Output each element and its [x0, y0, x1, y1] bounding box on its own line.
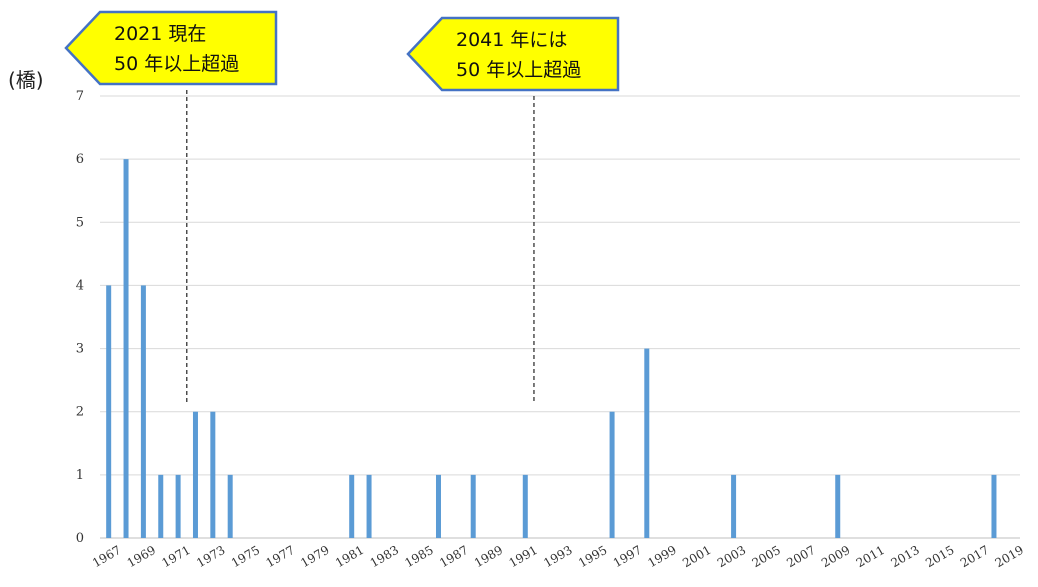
callout-line1: 2041 年には	[456, 29, 567, 51]
x-tick-label: 1999	[645, 543, 678, 570]
x-tick-label: 1979	[298, 543, 331, 570]
x-tick-label: 1983	[368, 543, 401, 570]
x-tick-label: 1997	[611, 543, 644, 570]
x-tick-label: 2011	[854, 543, 887, 570]
x-tick-label: 1995	[576, 543, 609, 570]
bar-1969	[140, 285, 146, 538]
bar-1971	[175, 474, 181, 538]
y-tick-label: 0	[76, 531, 84, 546]
x-tick-label: 2019	[993, 543, 1026, 570]
callout-box	[64, 10, 278, 86]
bar-2018	[991, 474, 997, 538]
bar-2003	[731, 474, 737, 538]
y-tick-label: 4	[76, 278, 84, 293]
bar-1991	[522, 474, 528, 538]
y-unit-label: (橋)	[8, 68, 44, 92]
x-tick-label: 2013	[888, 543, 921, 570]
x-tick-label: 1977	[264, 543, 297, 570]
bar-1974	[227, 474, 233, 538]
x-tick-label: 1975	[229, 543, 262, 570]
bar-1968	[123, 159, 129, 538]
bar-1972	[192, 411, 198, 538]
bar-1982	[366, 474, 372, 538]
y-tick-label: 6	[76, 152, 84, 167]
y-tick-label: 5	[76, 215, 84, 230]
bar-1967	[106, 285, 112, 538]
callout-line1: 2021 現在	[114, 23, 206, 45]
bar-1970	[158, 474, 164, 538]
callout-line2: 50 年以上超過	[456, 59, 581, 81]
x-tick-label: 2017	[958, 543, 991, 570]
x-tick-label: 2005	[750, 543, 783, 570]
x-tick-label: 2001	[680, 543, 713, 570]
callout-line2: 50 年以上超過	[114, 53, 239, 75]
y-tick-label: 1	[76, 468, 84, 483]
x-tick-label: 1989	[472, 543, 505, 570]
x-tick-label: 2003	[715, 543, 748, 570]
x-tick-label: 1981	[333, 543, 366, 570]
bar-1986	[435, 474, 441, 538]
x-tick-label: 1985	[402, 543, 435, 570]
bar-1988	[470, 474, 476, 538]
bar-1973	[210, 411, 216, 538]
x-tick-label: 1971	[159, 543, 192, 570]
x-tick-label: 1973	[194, 543, 227, 570]
x-tick-label: 2009	[819, 543, 852, 570]
x-tick-label: 2015	[923, 543, 956, 570]
bar-2009	[835, 474, 841, 538]
y-tick-label: 2	[76, 405, 84, 420]
callout-box	[406, 16, 620, 92]
x-tick-label: 1969	[125, 543, 158, 570]
y-tick-label: 3	[76, 342, 84, 357]
x-tick-label: 1991	[507, 543, 540, 570]
x-tick-label: 1967	[90, 543, 123, 570]
x-tick-label: 2007	[784, 543, 817, 570]
bar-1998	[644, 348, 650, 538]
x-tick-label: 1987	[437, 543, 470, 570]
bar-1981	[349, 474, 355, 538]
x-tick-label: 1993	[541, 543, 574, 570]
y-tick-label: 7	[76, 89, 84, 104]
bar-1996	[609, 411, 615, 538]
